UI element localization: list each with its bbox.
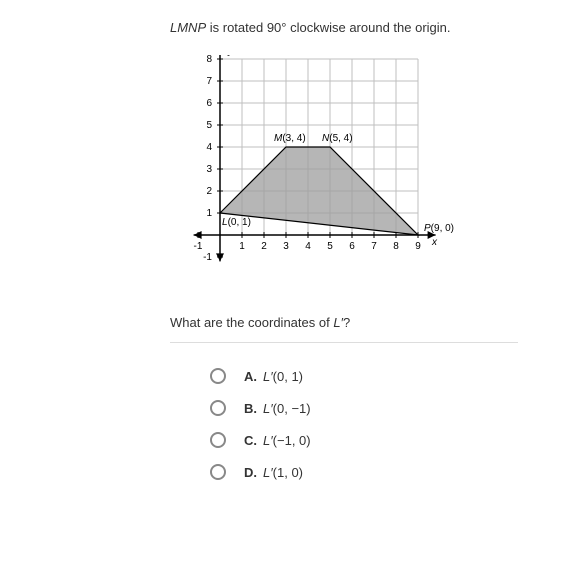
svg-text:8: 8: [206, 55, 212, 65]
answer-choice[interactable]: D. L′(1, 0): [210, 464, 548, 480]
choice-var: L′: [263, 401, 273, 416]
coordinate-chart: -1 1 2 3 4 5 6 7 8 9 -1 1 2 3 4 5 6 7 8 y x L(0, 1) M(3, 4) N(5…: [170, 55, 548, 290]
svg-text:M(3, 4): M(3, 4): [274, 133, 306, 144]
svg-text:6: 6: [206, 98, 212, 109]
figure-name: LMNP: [170, 20, 206, 35]
svg-text:3: 3: [283, 241, 289, 252]
question-var: L′: [333, 315, 343, 330]
statement-text: is rotated 90° clockwise around the orig…: [206, 20, 450, 35]
question-text: What are the coordinates of L′?: [170, 315, 548, 330]
choice-letter: C.: [244, 433, 257, 448]
choice-coords: (0, 1): [273, 369, 303, 384]
svg-text:9: 9: [415, 241, 421, 252]
svg-text:y: y: [227, 55, 234, 57]
svg-text:5: 5: [206, 120, 212, 131]
radio-icon[interactable]: [210, 464, 226, 480]
svg-text:4: 4: [206, 142, 212, 153]
choice-coords: (1, 0): [273, 465, 303, 480]
answer-choices: A.L′(0, 1)B.L′(0, −1)C.L′(−1, 0)D.L′(1, …: [210, 368, 548, 480]
answer-choice[interactable]: A. L′(0, 1): [210, 368, 548, 384]
svg-text:1: 1: [206, 208, 212, 219]
choice-coords: (0, −1): [273, 401, 311, 416]
svg-text:2: 2: [206, 186, 212, 197]
divider-line: [170, 342, 518, 343]
choice-letter: D.: [244, 465, 257, 480]
problem-statement: LMNP is rotated 90° clockwise around the…: [170, 20, 548, 35]
radio-icon[interactable]: [210, 400, 226, 416]
choice-var: L′: [263, 465, 273, 480]
radio-icon[interactable]: [210, 432, 226, 448]
svg-text:N(5, 4): N(5, 4): [322, 133, 353, 144]
answer-choice[interactable]: C. L′(−1, 0): [210, 432, 548, 448]
svg-text:L(0, 1): L(0, 1): [222, 217, 251, 228]
radio-icon[interactable]: [210, 368, 226, 384]
choice-letter: B.: [244, 401, 257, 416]
choice-var: L′: [263, 369, 273, 384]
svg-text:6: 6: [349, 241, 355, 252]
svg-text:-1: -1: [194, 241, 203, 252]
svg-text:4: 4: [305, 241, 311, 252]
svg-text:5: 5: [327, 241, 333, 252]
svg-text:8: 8: [393, 241, 399, 252]
svg-text:P(9, 0): P(9, 0): [424, 223, 454, 234]
choice-var: L′: [263, 433, 273, 448]
svg-text:2: 2: [261, 241, 267, 252]
answer-choice[interactable]: B. L′(0, −1): [210, 400, 548, 416]
svg-text:3: 3: [206, 164, 212, 175]
svg-text:7: 7: [371, 241, 377, 252]
svg-text:1: 1: [239, 241, 245, 252]
chart-svg: -1 1 2 3 4 5 6 7 8 9 -1 1 2 3 4 5 6 7 8 y x L(0, 1) M(3, 4) N(5…: [170, 55, 460, 285]
choice-coords: (−1, 0): [273, 433, 311, 448]
svg-text:-1: -1: [203, 252, 212, 263]
choice-letter: A.: [244, 369, 257, 384]
svg-text:x: x: [431, 237, 438, 248]
svg-text:7: 7: [206, 76, 212, 87]
